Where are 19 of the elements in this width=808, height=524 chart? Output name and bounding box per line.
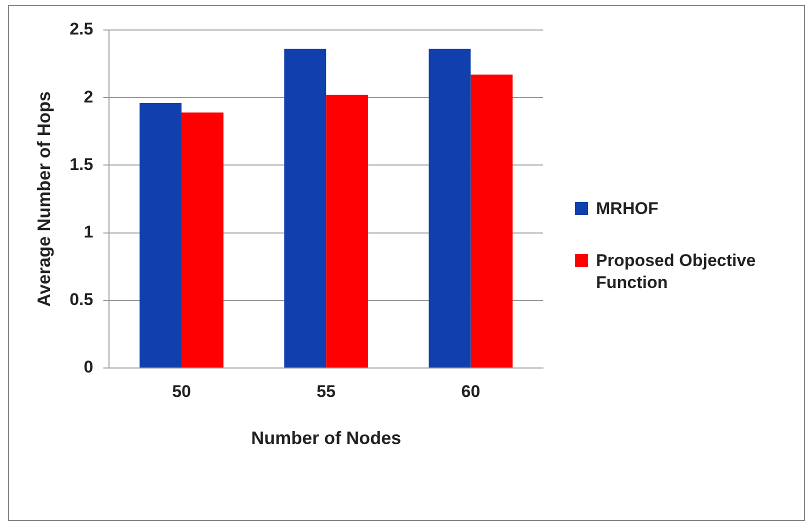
y-axis-title: Average Number of Hops — [34, 91, 54, 307]
x-tick-label: 60 — [461, 382, 480, 401]
y-tick-label: 1 — [84, 222, 94, 242]
y-tick-label: 1.5 — [70, 154, 94, 174]
bar — [470, 74, 513, 368]
bar — [182, 112, 224, 368]
y-tick-label: 0.5 — [70, 290, 94, 310]
legend-label: MRHOF — [596, 198, 658, 220]
y-tick-label: 0 — [84, 358, 94, 377]
y-tick-label: 2 — [84, 87, 94, 106]
x-axis-title: Number of Nodes — [251, 428, 402, 448]
x-tick-label: 50 — [172, 382, 191, 401]
bar — [284, 48, 326, 368]
legend-label: Proposed Objective Function — [596, 250, 757, 294]
bar — [140, 103, 182, 368]
y-tick-label: 2.5 — [70, 20, 94, 39]
x-tick-label: 55 — [316, 382, 336, 401]
bar — [428, 48, 471, 368]
bar — [326, 94, 368, 368]
